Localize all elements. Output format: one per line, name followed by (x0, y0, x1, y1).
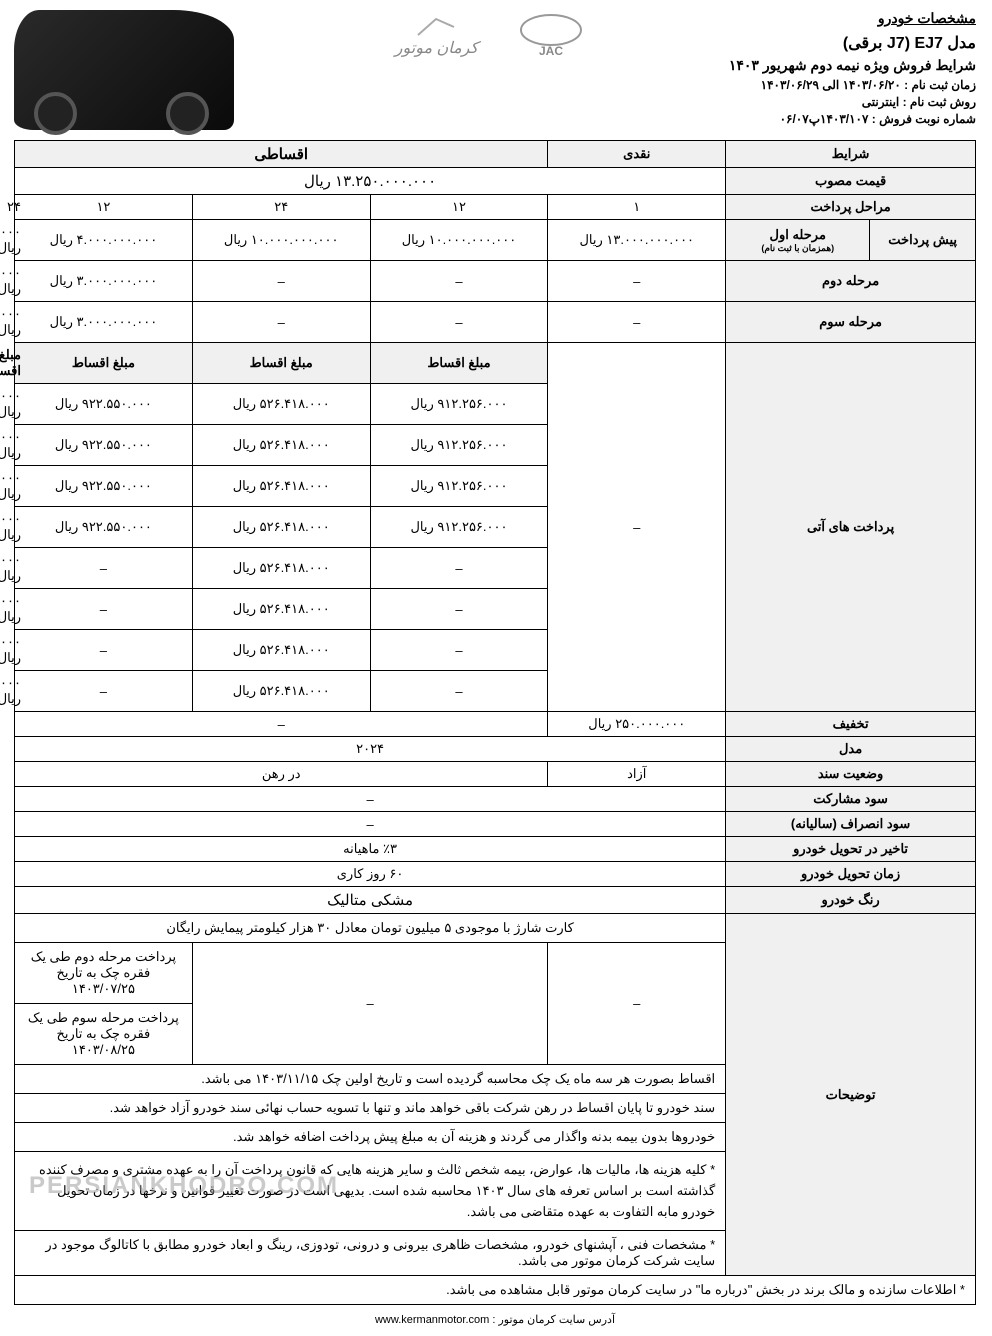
hdr-installment: اقساطی (16, 141, 549, 168)
note-c: خودروها بدون بیمه بدنه واگذار می گردند و… (16, 1123, 727, 1152)
label-stage1: مرحله اول (همزمان با ثبت نام) (727, 220, 871, 261)
watermark: PERSIANKHODRO.COM (30, 1172, 340, 1200)
model-line: مدل EJ7 (J7 برقی) (730, 33, 977, 53)
note-e: * مشخصات فنی ، آپشنهای خودرو، مشخصات ظاه… (16, 1231, 727, 1276)
jac-logo-icon: JAC (517, 10, 587, 60)
label-future-pay: پرداخت های آتی (727, 343, 977, 712)
reg-method: روش ثبت نام : اینترنتی (730, 95, 977, 109)
label-cancel: سود انصراف (سالیانه) (727, 812, 977, 837)
label-delay: تاخیر در تحویل خودرو (727, 837, 977, 862)
label-stage2: مرحله دوم (727, 261, 977, 302)
hdr-cash: نقدی (549, 141, 727, 168)
conditions-line: شرایط فروش ویژه نیمه دوم شهریور ۱۴۰۳ (730, 57, 977, 74)
label-discount: تخفیف (727, 712, 977, 737)
car-image (15, 10, 235, 130)
note-pay2: پرداخت مرحله دوم طی یک فقره چک به تاریخ … (16, 943, 194, 1004)
sale-no: شماره نوبت فروش : ۱۴۰۳/۱۰۷پ۰۶/۰۷ (730, 112, 977, 126)
price-table: شرایط نقدی اقساطی قیمت مصوب ۱۳.۲۵۰.۰۰۰.۰… (15, 140, 977, 1305)
label-doc-status: وضعیت سند (727, 762, 977, 787)
label-model-year: مدل (727, 737, 977, 762)
km-logo: کرمان موتور (377, 15, 497, 55)
hdr-conditions: شرایط (727, 141, 977, 168)
reg-time: زمان ثبت نام : ۱۴۰۳/۰۶/۲۰ الی ۱۴۰۳/۰۶/۲۹ (730, 78, 977, 92)
logo-block: JAC کرمان موتور (377, 10, 587, 60)
label-delivery: زمان تحویل خودرو (727, 862, 977, 887)
note-f: * اطلاعات سازنده و مالک برند در بخش "درب… (16, 1276, 977, 1305)
label-prepay: پیش پرداخت (871, 220, 977, 261)
note-charge: کارت شارژ با موجودی ۵ میلیون تومان معادل… (16, 914, 727, 943)
label-approved-price: قیمت مصوب (727, 168, 977, 195)
label-participation: سود مشارکت (727, 787, 977, 812)
note-pay3: پرداخت مرحله سوم طی یک فقره چک به تاریخ … (16, 1004, 194, 1065)
label-stages: مراحل پرداخت (727, 195, 977, 220)
month-12b: ۱۲ (16, 195, 194, 220)
note-a: اقساط بصورت هر سه ماه یک چک محاسبه گردید… (16, 1065, 727, 1094)
month-12a: ۱۲ (371, 195, 549, 220)
note-b: سند خودرو تا پایان اقساط در رهن شرکت باق… (16, 1094, 727, 1123)
label-color: رنگ خودرو (727, 887, 977, 914)
label-notes: توضیحات (727, 914, 977, 1276)
month-1: ۱ (549, 195, 727, 220)
future-pay-cash: – (549, 343, 727, 712)
footer-url: www.kermanmotor.com : آدرس سایت کرمان مو… (15, 1313, 977, 1326)
month-24a: ۲۴ (193, 195, 371, 220)
svg-text:JAC: JAC (540, 44, 564, 58)
label-stage3: مرحله سوم (727, 302, 977, 343)
document-header: مشخصات خودرو مدل EJ7 (J7 برقی) شرایط فرو… (15, 10, 977, 130)
spec-title: مشخصات خودرو (730, 10, 977, 27)
approved-price: ۱۳.۲۵۰.۰۰۰.۰۰۰ ریال (16, 168, 727, 195)
